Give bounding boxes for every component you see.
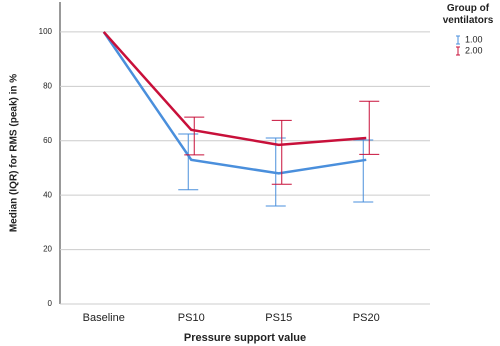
series-line [102, 31, 367, 147]
error-bar [359, 100, 380, 155]
y-tick-label: 100 [39, 27, 53, 36]
series-line [102, 31, 367, 175]
x-tick-label: PS15 [265, 312, 292, 324]
x-tick-label: PS10 [178, 312, 205, 324]
error-bar [184, 116, 205, 156]
y-axis-label: Median (IQR) for RMS (peak) in % [9, 74, 20, 232]
x-axis-label: Pressure support value [184, 332, 306, 344]
y-tick-label: 20 [43, 245, 52, 254]
x-tick-label: PS20 [353, 312, 380, 324]
y-tick-label: 60 [43, 136, 52, 145]
x-tick-label: Baseline [83, 312, 125, 324]
legend-label: 2.00 [465, 45, 483, 55]
legend-swatch [456, 35, 460, 45]
error-bar [271, 119, 292, 185]
legend-label: 1.00 [465, 34, 483, 44]
legend-title: Group of ventilators [442, 3, 494, 26]
y-tick-label: 80 [43, 81, 52, 90]
error-bar [178, 133, 199, 191]
error-bar [353, 139, 374, 203]
y-tick-label: 40 [43, 190, 52, 199]
y-tick-label: 0 [48, 299, 53, 308]
legend-swatch [456, 46, 460, 56]
